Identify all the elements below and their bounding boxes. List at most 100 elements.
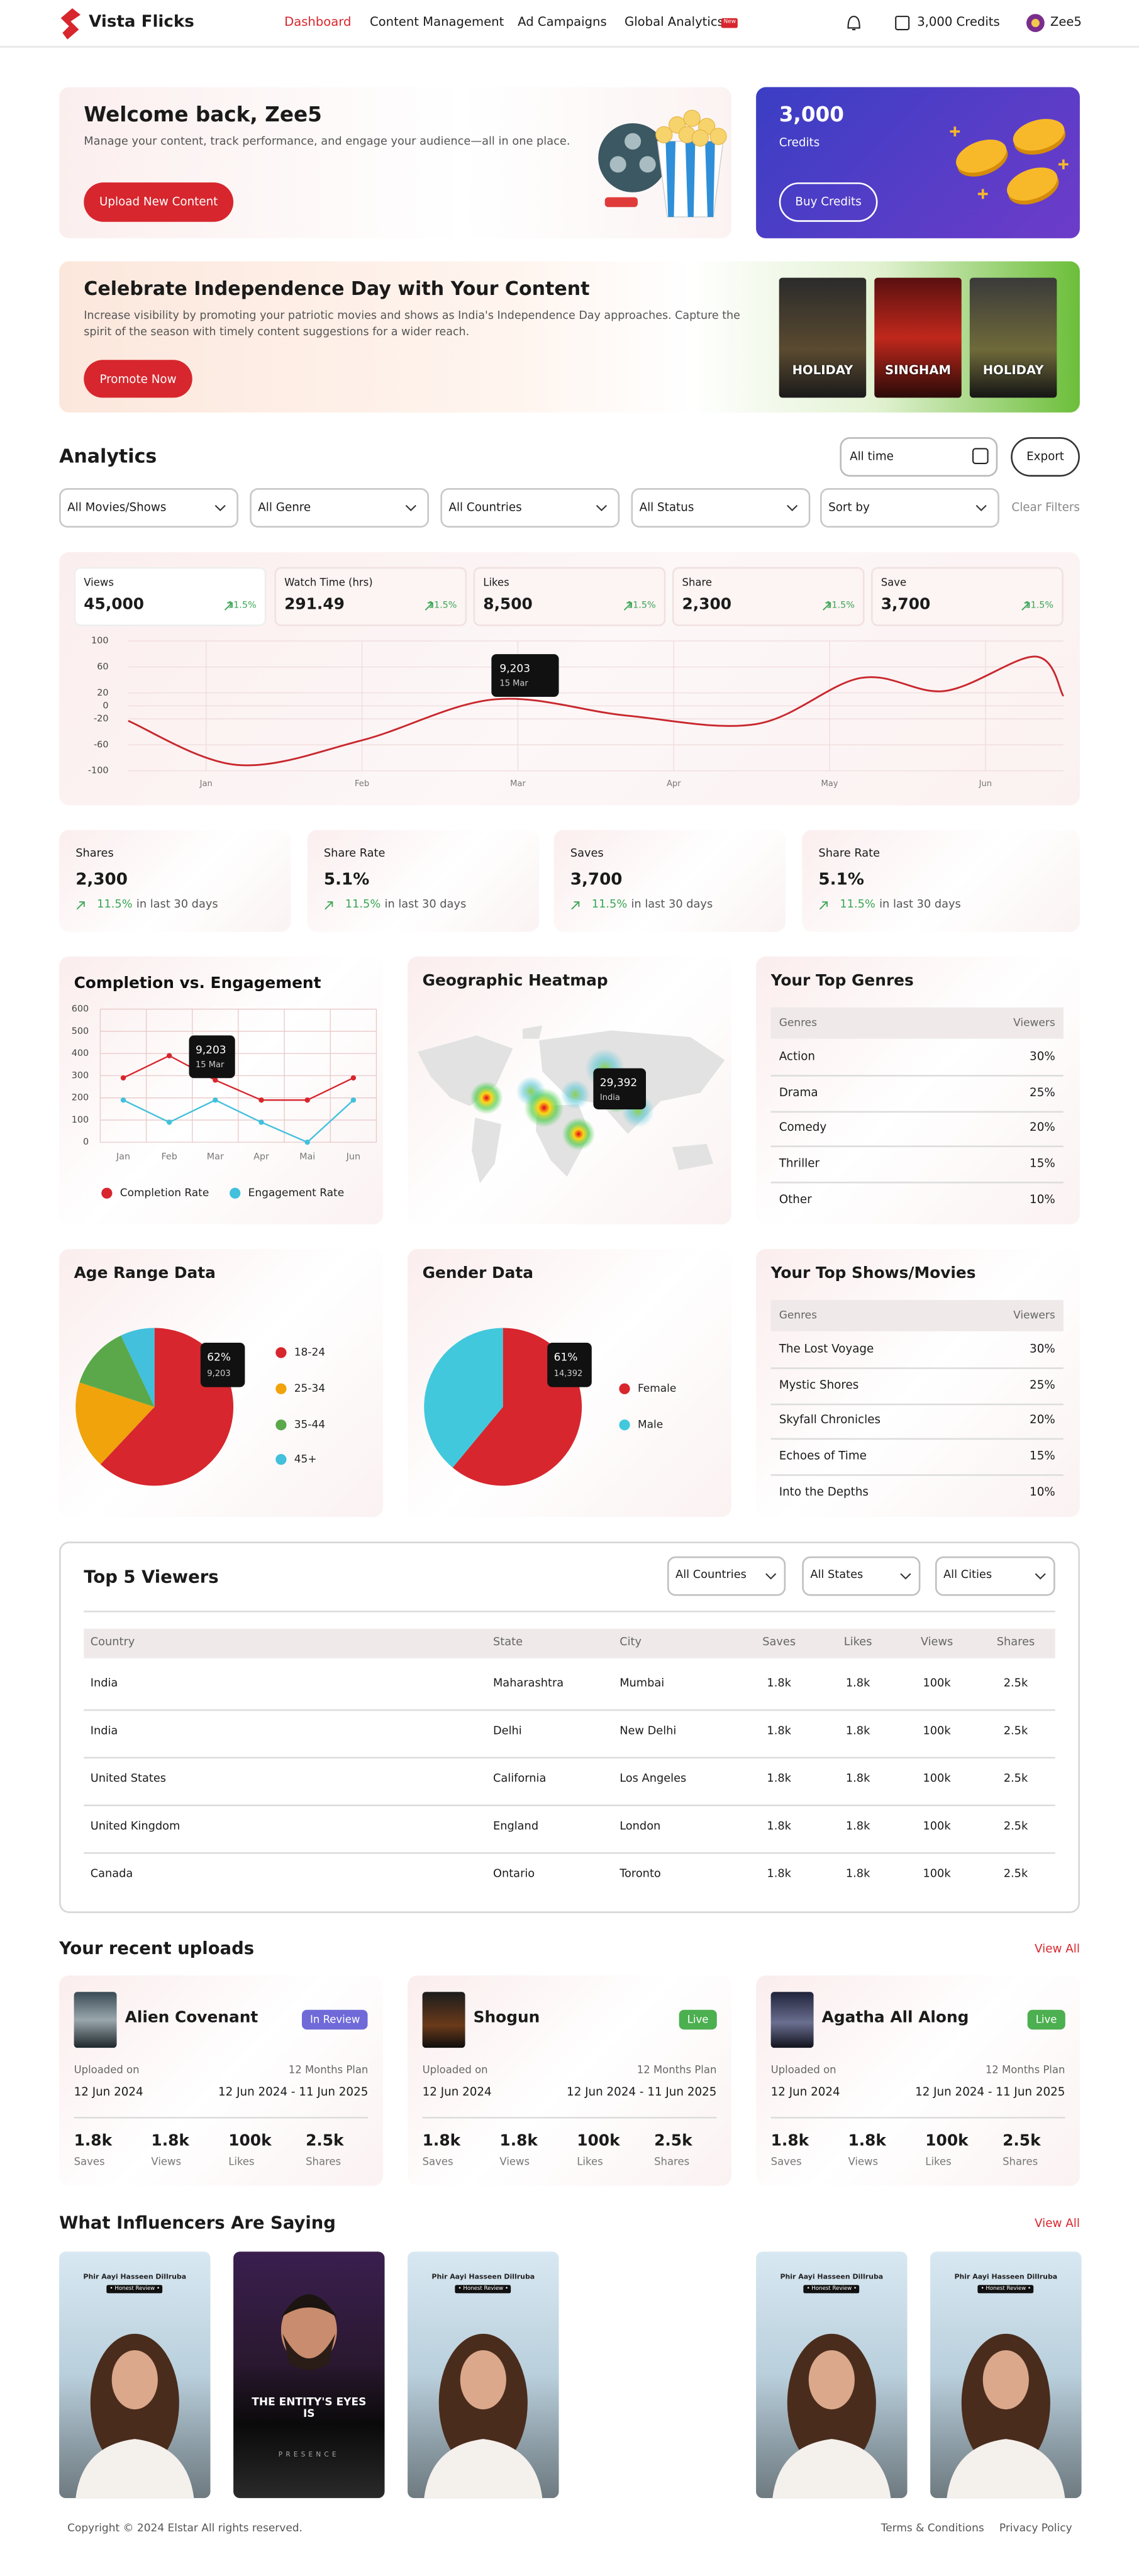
upload-button[interactable] bbox=[84, 182, 234, 222]
upload-status: Live bbox=[679, 2009, 717, 2030]
nav-link[interactable]: Ad Campaigns bbox=[518, 14, 607, 30]
footer-link[interactable]: Terms & Conditions bbox=[881, 2521, 984, 2535]
chart-title: Age Range Data bbox=[74, 1265, 216, 1283]
upload-button-label[interactable]: Upload New Content bbox=[99, 195, 218, 209]
influencer-title: Phir Aayi Hasseen Dillruba bbox=[780, 2272, 884, 2281]
upload-stat-label: Views bbox=[151, 2157, 182, 2168]
logo-text: Vista Flicks bbox=[89, 13, 194, 32]
footer-link[interactable]: Privacy Policy bbox=[999, 2521, 1072, 2535]
upload-stat-value: 1.8k bbox=[848, 2132, 886, 2151]
filter-select[interactable] bbox=[631, 488, 811, 528]
filter-label[interactable]: All States bbox=[810, 1568, 864, 1582]
filter-select[interactable] bbox=[250, 488, 430, 528]
table-cell: Delhi bbox=[492, 1724, 522, 1738]
influencer-video[interactable] bbox=[233, 2251, 385, 2499]
table-cell: 25% bbox=[1030, 1085, 1055, 1099]
table-cell: 2.5k bbox=[1003, 1772, 1028, 1785]
upload-date: 12 Jun 2024 bbox=[74, 2085, 143, 2099]
nav-link[interactable]: Content Management bbox=[369, 14, 504, 30]
summary-card bbox=[59, 830, 291, 932]
filter-select[interactable] bbox=[820, 488, 999, 528]
upload-plan: 12 Months Plan bbox=[288, 2065, 369, 2077]
upload-stat-label: Likes bbox=[577, 2157, 603, 2168]
filter-label[interactable]: All Countries bbox=[675, 1568, 747, 1582]
filter-select[interactable] bbox=[667, 1556, 786, 1596]
upload-stat-label: Saves bbox=[74, 2157, 105, 2168]
view-all-link[interactable]: View All bbox=[1035, 1942, 1080, 1956]
filter-label[interactable]: All Countries bbox=[448, 501, 522, 514]
nav-link[interactable]: Global Analytics bbox=[625, 14, 724, 30]
row-divider bbox=[770, 1474, 1064, 1475]
poster bbox=[969, 277, 1057, 398]
upload-stat-label: Views bbox=[848, 2157, 879, 2168]
filter-select[interactable] bbox=[59, 488, 238, 528]
date-select-label[interactable]: All time bbox=[850, 450, 894, 464]
table-cell: Mystic Shores bbox=[779, 1378, 859, 1392]
influencer-subtext: PRESENCE bbox=[278, 2450, 340, 2458]
upload-status: In Review bbox=[301, 2009, 369, 2030]
nav-credits[interactable]: 3,000 Credits bbox=[917, 14, 1000, 30]
export-label[interactable]: Export bbox=[1026, 450, 1064, 464]
filter-label[interactable]: All Cities bbox=[943, 1568, 992, 1582]
stat-value: 291.49 bbox=[284, 596, 345, 614]
row-divider bbox=[770, 1074, 1064, 1076]
table-cell: Echoes of Time bbox=[779, 1450, 867, 1463]
table-header-cell: Likes bbox=[843, 1635, 872, 1649]
filter-label[interactable]: Sort by bbox=[828, 501, 870, 514]
table-cell: California bbox=[492, 1772, 547, 1785]
table-cell: New Delhi bbox=[620, 1724, 677, 1738]
table-cell: Skyfall Chronicles bbox=[779, 1414, 881, 1428]
stat-label: Views bbox=[84, 577, 114, 589]
stat-card bbox=[74, 567, 267, 626]
summary-change: 11.5% bbox=[345, 897, 381, 911]
table-cell: 30% bbox=[1030, 1050, 1055, 1063]
panel-card bbox=[756, 956, 1080, 1224]
table-cell: Los Angeles bbox=[620, 1772, 687, 1785]
filter-label[interactable]: All Status bbox=[639, 501, 694, 514]
table-cell: 30% bbox=[1030, 1342, 1055, 1356]
row-divider bbox=[770, 1145, 1064, 1147]
filter-label[interactable]: All Genre bbox=[258, 501, 311, 514]
table-cell: 10% bbox=[1030, 1485, 1055, 1499]
table-cell: 1.8k bbox=[845, 1676, 870, 1690]
buy-credits-label[interactable]: Buy Credits bbox=[795, 195, 862, 209]
influencer-tag: • Honest Review • bbox=[803, 2285, 860, 2294]
table-cell: United States bbox=[90, 1772, 167, 1785]
table-cell: 1.8k bbox=[845, 1772, 870, 1785]
date-select[interactable] bbox=[840, 437, 998, 477]
nav-link[interactable]: Dashboard bbox=[284, 14, 352, 30]
promo-button-label[interactable]: Promote Now bbox=[99, 372, 177, 386]
table-cell: The Lost Voyage bbox=[779, 1342, 874, 1356]
stat-change: 11.5% bbox=[428, 601, 457, 611]
upload-stat-label: Likes bbox=[925, 2157, 952, 2168]
nav-user[interactable]: Zee5 bbox=[1050, 14, 1082, 30]
table-cell: Toronto bbox=[620, 1867, 661, 1880]
table-header-cell: Country bbox=[90, 1635, 135, 1649]
influencer-tag: • Honest Review • bbox=[106, 2285, 164, 2294]
table-header bbox=[770, 1007, 1064, 1039]
clear-filters[interactable]: Clear Filters bbox=[1011, 501, 1080, 514]
export-button[interactable] bbox=[1011, 437, 1080, 477]
panel-card bbox=[756, 1249, 1080, 1518]
summary-card bbox=[802, 830, 1080, 932]
buy-credits-button[interactable] bbox=[779, 182, 878, 222]
filter-select[interactable] bbox=[440, 488, 620, 528]
summary-label: Shares bbox=[75, 847, 114, 860]
table-cell: India bbox=[90, 1676, 118, 1690]
stat-card bbox=[473, 567, 666, 626]
promo-button[interactable] bbox=[84, 360, 192, 398]
heatmap-title: Geographic Heatmap bbox=[422, 972, 608, 991]
influencer-title: Phir Aayi Hasseen Dillruba bbox=[431, 2272, 535, 2281]
table-cell: 1.8k bbox=[767, 1819, 791, 1833]
upload-title: Shogun bbox=[473, 2009, 540, 2028]
panel-card bbox=[408, 1249, 731, 1518]
stat-change: 11.5% bbox=[826, 601, 855, 611]
upload-stat-label: Views bbox=[499, 2157, 530, 2168]
filter-select[interactable] bbox=[802, 1556, 921, 1596]
summary-card bbox=[553, 830, 786, 932]
filter-select[interactable] bbox=[935, 1556, 1055, 1596]
view-all-link[interactable]: View All bbox=[1035, 2217, 1080, 2231]
upload-stat-value: 100k bbox=[577, 2132, 620, 2151]
stat-label: Likes bbox=[483, 577, 509, 589]
filter-label[interactable]: All Movies/Shows bbox=[67, 501, 167, 514]
